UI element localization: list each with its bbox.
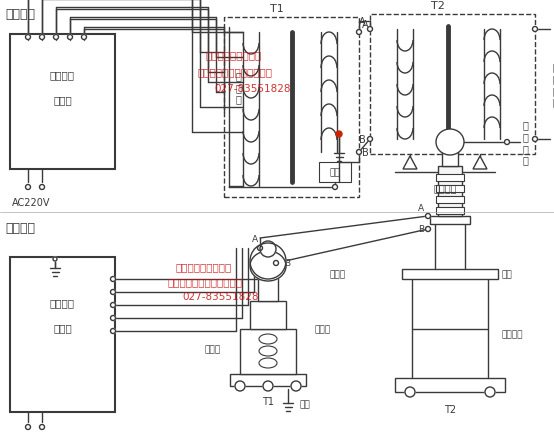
Text: 测量端: 测量端 [315,325,331,334]
Bar [319,163,351,183]
Text: T1: T1 [270,4,284,14]
Bar [436,197,464,204]
Bar [442,151,458,167]
Text: T2: T2 [430,1,444,11]
Text: 测量: 测量 [330,168,340,177]
Bar [258,264,278,273]
Text: A: A [362,20,368,30]
Text: B: B [418,225,424,234]
Circle shape [54,36,59,40]
Circle shape [357,30,362,36]
Bar [436,207,464,214]
Text: A: A [360,17,366,27]
Circle shape [357,150,362,155]
Text: 输出测量: 输出测量 [50,297,75,307]
Text: 接线柱: 接线柱 [330,270,346,279]
Bar [436,186,464,193]
Circle shape [532,137,537,142]
Text: 高
压
输
出: 高 压 输 出 [553,62,554,107]
Circle shape [68,36,73,40]
Text: 绝缘支架: 绝缘支架 [502,330,524,339]
Circle shape [110,329,115,334]
Circle shape [53,257,57,261]
Circle shape [110,303,115,308]
Bar [258,271,278,301]
Circle shape [258,246,263,251]
Circle shape [425,214,430,219]
Circle shape [274,261,279,266]
Text: T1: T1 [262,396,274,406]
Bar [250,301,286,329]
Circle shape [485,387,495,397]
Circle shape [260,241,276,257]
Text: B: B [359,135,366,145]
Text: 干式试验变压器厂家: 干式试验变压器厂家 [205,50,261,60]
Text: 武汉凯迪正大电气有限公司: 武汉凯迪正大电气有限公司 [198,67,273,77]
Text: 控制箱: 控制箱 [53,322,72,332]
Bar [240,329,296,374]
Text: A: A [418,204,424,213]
Circle shape [425,227,430,232]
Text: 接线图：: 接线图： [5,221,35,234]
Text: 027-83551828: 027-83551828 [182,291,259,301]
Bar [430,217,470,224]
Text: 原理图：: 原理图： [5,8,35,21]
Text: 托盘: 托盘 [502,270,513,279]
Circle shape [39,424,44,430]
Text: 绝缘支架: 绝缘支架 [433,183,456,193]
Circle shape [336,132,342,138]
Circle shape [25,424,30,430]
Circle shape [39,185,44,190]
Circle shape [110,316,115,321]
Bar [10,35,115,170]
Circle shape [110,277,115,282]
Text: 接地: 接地 [300,400,311,408]
Circle shape [367,137,372,142]
Text: 输
入
端: 输 入 端 [235,71,241,104]
Bar [402,270,498,279]
Ellipse shape [436,130,464,156]
Circle shape [332,185,337,190]
Text: 武汉凯迪正大电气有限公司: 武汉凯迪正大电气有限公司 [168,276,243,286]
Circle shape [81,36,86,40]
Circle shape [263,381,273,391]
Bar [10,257,115,412]
Circle shape [505,140,510,145]
Text: T2: T2 [444,404,456,414]
Text: 输出测量: 输出测量 [50,70,75,80]
Text: A: A [252,234,258,243]
Text: 电气绝缘强度测试区: 电气绝缘强度测试区 [175,261,231,271]
Bar [438,167,462,217]
Circle shape [405,387,415,397]
Circle shape [25,36,30,40]
Bar [230,374,306,386]
Ellipse shape [250,251,286,281]
Text: 高
压
输
出: 高 压 输 出 [523,120,529,165]
Circle shape [250,243,286,279]
Circle shape [367,27,372,33]
Bar [436,174,464,181]
Text: AC220V: AC220V [12,197,50,207]
Text: B: B [362,148,369,158]
Text: 027-83551828: 027-83551828 [214,84,290,94]
Circle shape [25,185,30,190]
Text: 输入端: 输入端 [205,345,221,354]
Circle shape [291,381,301,391]
Bar [224,18,359,197]
Circle shape [235,381,245,391]
Text: 控制箱: 控制箱 [53,95,72,105]
Text: B: B [284,259,290,268]
Circle shape [532,27,537,33]
Bar [395,378,505,392]
Circle shape [39,36,44,40]
Bar [370,15,535,155]
Circle shape [110,290,115,295]
